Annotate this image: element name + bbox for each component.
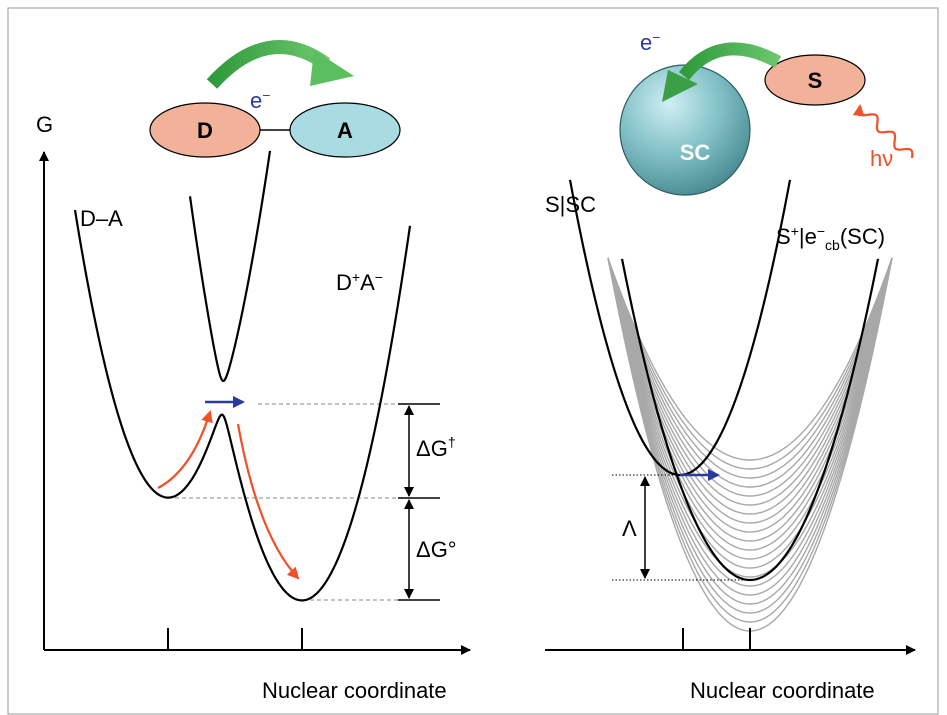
- right-panel: Λ Nuclear coordinate SC S e− hν S|SC S+|…: [545, 29, 915, 703]
- label-sup: −: [375, 269, 383, 285]
- x-axis-label: Nuclear coordinate: [262, 678, 447, 703]
- electron-label: e−: [250, 87, 270, 113]
- electron-transfer-arrowhead: [310, 50, 354, 86]
- x-axis-label: Nuclear coordinate: [690, 678, 875, 703]
- left-panel: e− D A G Nuclear coordinate D–A D+A− ΔG†…: [36, 47, 470, 703]
- free-energy-label: ΔG°: [416, 537, 457, 562]
- label-sup: †: [448, 434, 456, 450]
- semiconductor-label: SC: [680, 140, 711, 165]
- conduction-band-curves: [608, 258, 892, 631]
- product-curve-label: S+|e−cb(SC): [776, 223, 885, 253]
- reactant-curve-label: D–A: [80, 206, 123, 231]
- uphill-arrow: [158, 412, 210, 488]
- sensitizer-label: S: [808, 68, 823, 93]
- label-part: S: [776, 224, 791, 249]
- reactant-curve-label: S|SC: [545, 192, 596, 217]
- electron-transfer-arrow: [212, 47, 326, 84]
- activation-label: ΔG†: [416, 434, 456, 461]
- product-curve-label: D+A−: [336, 269, 383, 295]
- electron-base: e: [250, 88, 262, 113]
- electron-label: e−: [640, 29, 660, 55]
- label-part: |e: [799, 224, 817, 249]
- level-caps: [398, 404, 440, 600]
- label-part: D: [336, 270, 352, 295]
- frame: [8, 8, 938, 714]
- electron-sup: −: [652, 29, 660, 45]
- label-sup: −: [817, 223, 825, 239]
- label-part: A: [360, 270, 375, 295]
- figure: e− D A G Nuclear coordinate D–A D+A− ΔG†…: [0, 0, 947, 715]
- label-sub: cb: [825, 237, 840, 253]
- photon-label: hν: [870, 146, 893, 171]
- label-sup: +: [352, 269, 360, 285]
- donor-label: D: [197, 118, 213, 143]
- acceptor-label: A: [337, 118, 353, 143]
- label-part: ΔG: [416, 436, 448, 461]
- upper-surface: [190, 151, 270, 381]
- band-curve: [608, 258, 892, 505]
- y-axis-label: G: [36, 112, 53, 137]
- electron-base: e: [640, 30, 652, 55]
- label-sup: +: [791, 223, 799, 239]
- electron-sup: −: [262, 87, 270, 103]
- label-part: (SC): [840, 224, 885, 249]
- reorganization-label: Λ: [622, 516, 637, 541]
